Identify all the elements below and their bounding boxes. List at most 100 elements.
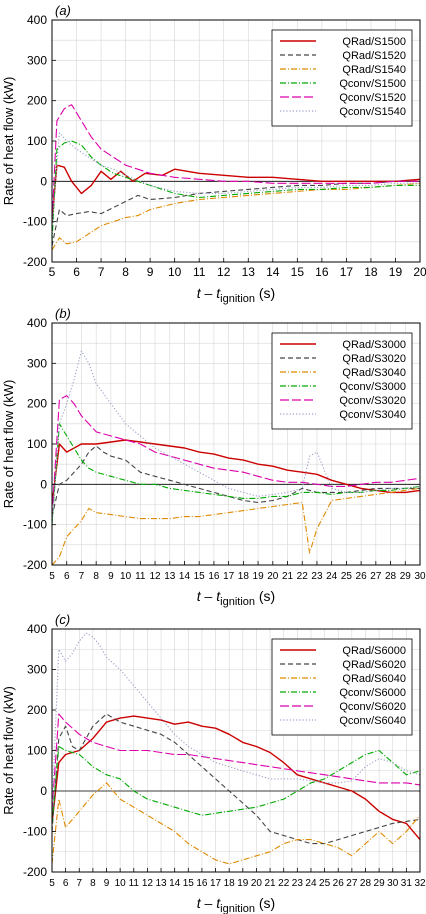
x-tick-label: 10	[120, 571, 132, 582]
legend-entry: QRad/S1540	[342, 64, 406, 76]
series-line-qconv-s3020	[52, 395, 420, 517]
series-line-qrad-s1500	[52, 164, 420, 222]
series-group	[52, 350, 420, 565]
x-tick-label: 10	[168, 265, 182, 279]
x-tick-label: 16	[208, 571, 220, 582]
y-tick-label: 0	[40, 174, 47, 188]
y-axis-label: Rate of heat flow (kW)	[1, 77, 16, 206]
legend-entry: QRad/S3020	[342, 353, 406, 365]
x-tick-label: 30	[414, 571, 426, 582]
x-tick-label: 29	[400, 571, 412, 582]
x-tick-label: 20	[413, 265, 426, 279]
x-tick-label: 19	[253, 571, 265, 582]
legend-entry: Qconv/S6000	[339, 687, 406, 699]
panel-label: (c)	[55, 612, 70, 627]
x-tick-label: 15	[291, 265, 305, 279]
y-axis-label: Rate of heat flow (kW)	[1, 380, 16, 509]
x-tick-label: 9	[104, 878, 110, 889]
y-axis-label: Rate of heat flow (kW)	[1, 686, 16, 815]
legend-entry: Qconv/S1520	[339, 92, 406, 104]
x-tick-label: 14	[169, 878, 181, 889]
x-tick-label: 13	[164, 571, 176, 582]
x-tick-label: 15	[194, 571, 206, 582]
x-tick-label: 6	[63, 878, 69, 889]
series-line-qconv-s1500	[52, 140, 420, 242]
series-line-qrad-s3000	[52, 439, 420, 505]
x-tick-label: 5	[49, 265, 56, 279]
chart-panel-2: 5 6 7 8 9 10 11 12 13 14 15 16 17 18 19 20 21 22 23 24 25 26 2…	[1, 306, 426, 608]
y-tick-label: 100	[27, 437, 47, 451]
series-line-qconv-s6020	[52, 713, 420, 812]
x-tick-label: 13	[242, 265, 256, 279]
y-tick-label: 100	[27, 134, 47, 148]
x-tick-label: 9	[147, 265, 154, 279]
y-tick-label: -200	[23, 865, 47, 879]
x-tick-label: 18	[224, 878, 236, 889]
x-tick-label: 19	[389, 265, 403, 279]
x-tick-label: 24	[326, 571, 338, 582]
x-tick-label: 23	[311, 571, 323, 582]
x-tick-label: 25	[341, 571, 353, 582]
x-tick-label: 26	[356, 571, 368, 582]
legend-entry: QRad/S6040	[342, 673, 406, 685]
x-tick-label: 28	[360, 878, 372, 889]
series-line-qrad-s1540	[52, 182, 420, 251]
legend-entry: QRad/S3040	[342, 367, 406, 379]
x-tick-label: 30	[387, 878, 399, 889]
x-tick-label: 11	[193, 265, 206, 279]
series-line-qrad-s3040	[52, 487, 420, 565]
x-tick-label: 19	[237, 878, 249, 889]
x-tick-label: 9	[108, 571, 114, 582]
y-tick-label: 0	[40, 477, 47, 491]
x-tick-label: 16	[196, 878, 208, 889]
x-tick-label: 24	[305, 878, 317, 889]
x-tick-label: 27	[370, 571, 382, 582]
legend: QRad/S6000 QRad/S6020 QRad/S6040 Qconv/S600…	[271, 638, 413, 736]
x-tick-label: 17	[210, 878, 222, 889]
legend-entry: Qconv/S1540	[339, 106, 406, 118]
legend-entry: QRad/S6000	[342, 645, 406, 657]
legend-entry: QRad/S1520	[342, 50, 406, 62]
legend-entry: Qconv/S6040	[339, 715, 406, 727]
panel-label: (a)	[55, 3, 71, 18]
x-tick-label: 23	[292, 878, 304, 889]
series-group	[52, 104, 420, 251]
series-line-qconv-s1540	[52, 132, 420, 230]
y-tick-label: -100	[23, 215, 47, 229]
y-tick-label: 400	[27, 13, 47, 27]
x-axis-label: t – tignition (s)	[197, 895, 275, 914]
legend-box	[271, 29, 413, 127]
x-tick-label: 16	[315, 265, 329, 279]
x-axis-label: t – tignition (s)	[197, 588, 275, 608]
y-tick-label: 400	[27, 622, 47, 636]
y-tick-label: 100	[27, 744, 47, 758]
legend-entry: QRad/S1500	[342, 36, 406, 48]
x-tick-label: 29	[374, 878, 386, 889]
series-line-qrad-s6040	[52, 782, 420, 865]
y-tick-label: 300	[27, 356, 47, 370]
x-tick-label: 32	[414, 878, 426, 889]
series-line-qconv-s6000	[52, 745, 420, 824]
x-tick-label: 7	[98, 265, 105, 279]
x-tick-label: 20	[251, 878, 263, 889]
x-tick-label: 7	[79, 571, 85, 582]
legend-entry: QRad/S6020	[342, 659, 406, 671]
x-tick-label: 5	[49, 878, 55, 889]
x-tick-label: 12	[149, 571, 161, 582]
x-tick-label: 14	[266, 265, 280, 279]
x-tick-label: 15	[183, 878, 195, 889]
y-tick-label: 200	[27, 703, 47, 717]
x-tick-label: 22	[297, 571, 309, 582]
x-tick-label: 8	[90, 878, 96, 889]
chart-panel-3: 5 6 7 8 9 10 11 12 13 14 15 16 17 18 19 20 21 22 23 24 25 26 2…	[1, 612, 426, 914]
legend-box	[271, 638, 413, 736]
panel-label: (b)	[55, 306, 71, 321]
x-axis-label: t – tignition (s)	[197, 285, 275, 305]
chart-panel-1: 5 6 7 8 9 10 11 12 13 14 15 16 17 18 19 20 -200 -100 0 100 2…	[1, 3, 426, 305]
x-tick-label: 28	[385, 571, 397, 582]
x-tick-label: 11	[135, 571, 146, 582]
x-tick-label: 25	[319, 878, 331, 889]
series-line-qrad-s1520	[52, 180, 420, 247]
x-tick-label: 31	[401, 878, 413, 889]
y-tick-label: -200	[23, 255, 47, 269]
